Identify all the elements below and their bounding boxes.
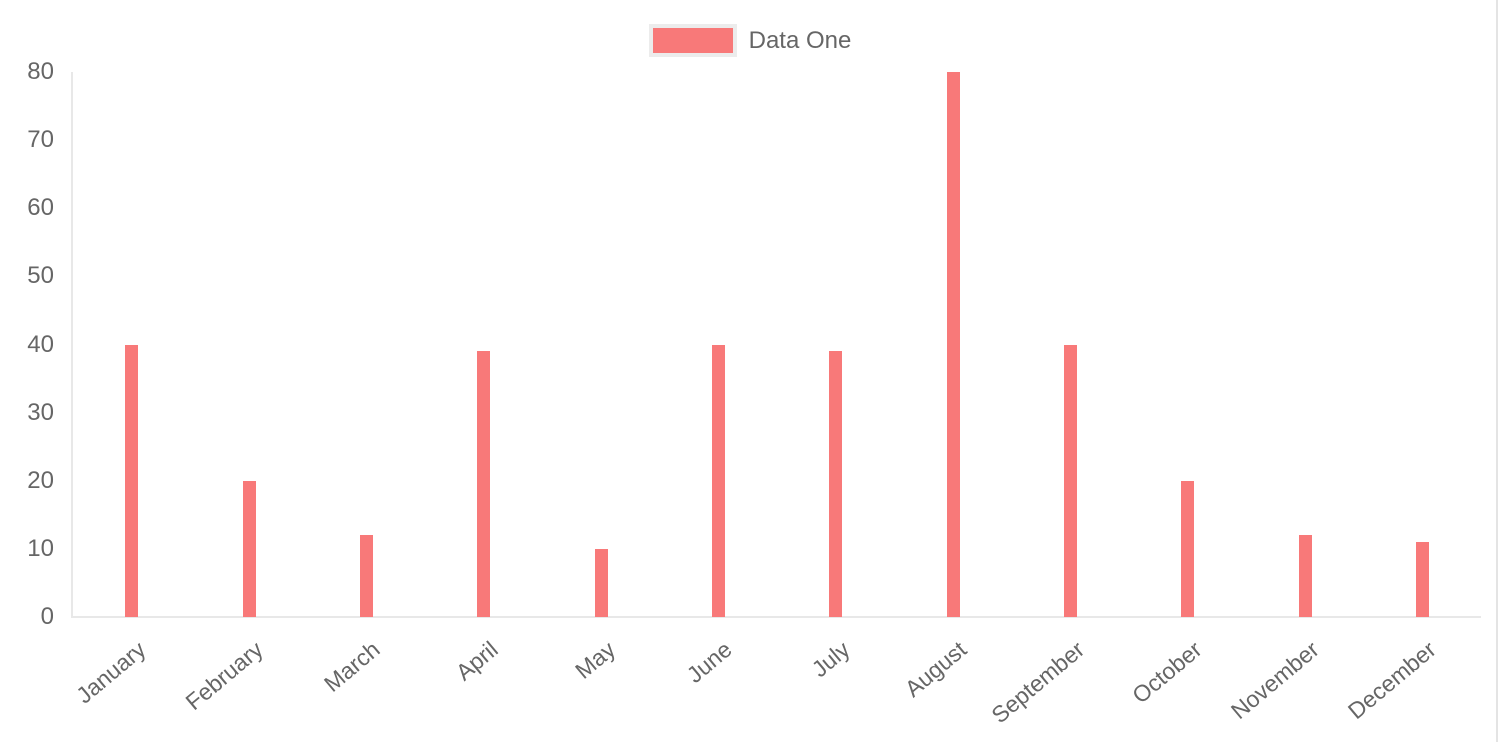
window-right-edge [1496,0,1498,742]
x-axis-line [71,616,1481,618]
legend-swatch [648,24,737,57]
x-tick-label-march: March [319,636,386,697]
y-tick-label-80: 80 [27,58,54,85]
x-tick-label-april: April [450,636,503,686]
y-tick-label-50: 50 [27,262,54,290]
x-tick-label-june: June [682,636,738,688]
y-tick-label-70: 70 [27,126,54,154]
y-tick-label-20: 20 [27,466,54,494]
bar-may[interactable] [594,548,608,617]
bar-december[interactable] [1415,542,1429,617]
x-tick-label-november: November [1225,636,1324,725]
bar-june[interactable] [711,344,725,617]
y-tick-label-30: 30 [27,398,54,426]
y-tick-label-40: 40 [27,330,54,358]
legend: Data One [0,24,1500,57]
bar-april[interactable] [477,351,491,617]
x-tick-label-july: July [806,636,855,683]
y-tick-label-0: 0 [40,603,54,630]
legend-item-data-one[interactable]: Data One [648,24,852,57]
x-tick-label-january: January [70,636,151,709]
x-tick-label-december: December [1343,636,1442,725]
bar-october[interactable] [1181,480,1195,617]
x-tick-label-october: October [1126,636,1207,709]
x-tick-label-august: August [900,636,972,702]
x-tick-label-february: February [180,636,268,716]
bar-july[interactable] [829,351,843,617]
bar-august[interactable] [946,72,960,617]
bar-march[interactable] [359,535,373,617]
x-tick-label-september: September [986,636,1090,729]
y-tick-label-60: 60 [27,194,54,222]
bar-november[interactable] [1298,535,1312,617]
legend-label: Data One [748,26,852,54]
bar-september[interactable] [1063,344,1077,617]
x-tick-label-may: May [569,636,620,684]
y-tick-label-10: 10 [27,534,54,562]
bar-february[interactable] [242,480,256,617]
y-axis-line [71,72,73,618]
bar-january[interactable] [125,344,139,617]
